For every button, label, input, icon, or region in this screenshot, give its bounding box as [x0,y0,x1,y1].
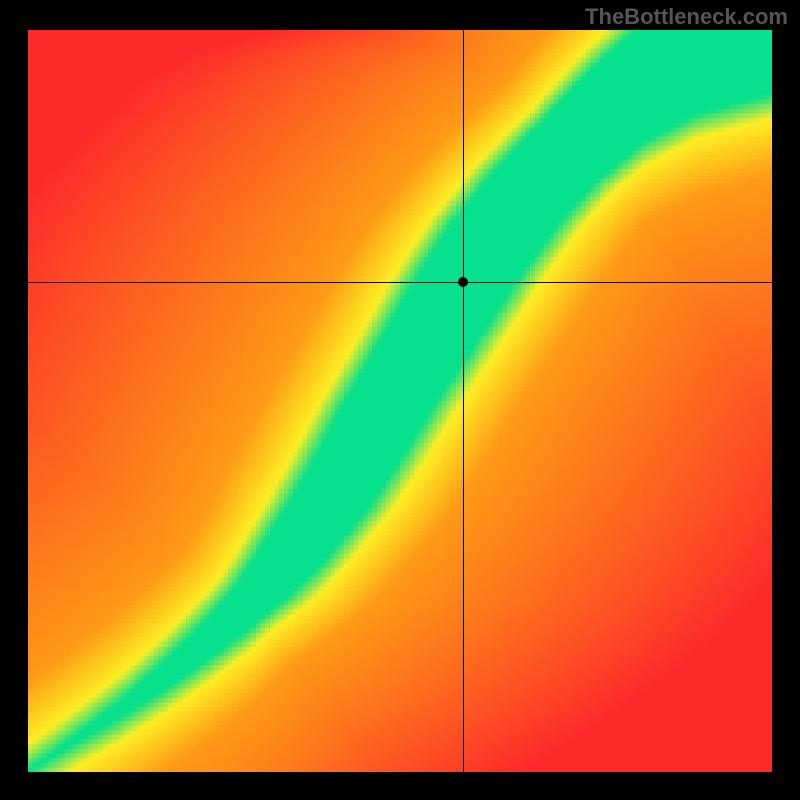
marker-dot [458,277,468,287]
bottleneck-heatmap [28,30,772,772]
crosshair-horizontal [28,282,772,283]
crosshair-vertical [463,30,464,772]
watermark-text: TheBottleneck.com [585,4,788,30]
heatmap-canvas [28,30,772,772]
